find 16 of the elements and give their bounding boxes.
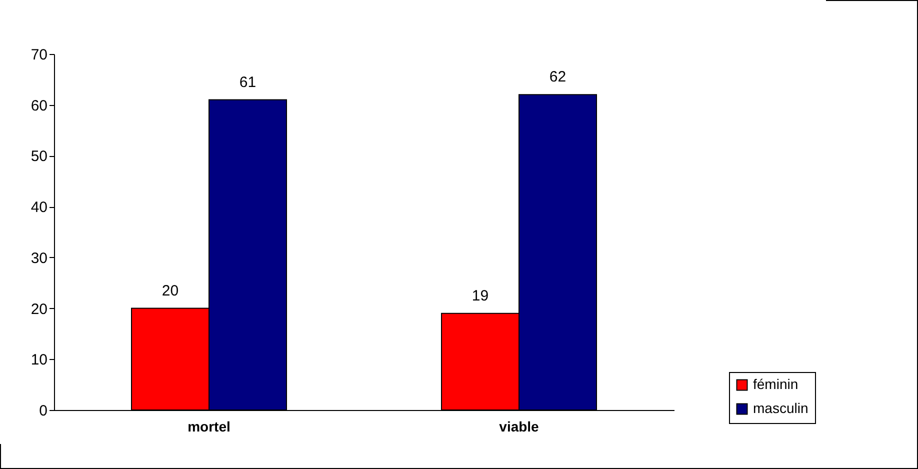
y-tick-label: 10 (30, 352, 48, 369)
legend-label: féminin (753, 376, 798, 392)
y-tick-label: 70 (30, 46, 48, 64)
y-tick-label: 0 (39, 402, 48, 420)
data-label: 62 (549, 68, 566, 86)
legend-label: masculin (753, 400, 808, 416)
x-tick-label: viable (499, 418, 540, 434)
x-tick-label: mortel (188, 418, 230, 434)
y-tick-label: 40 (30, 199, 48, 216)
y-tick-label: 20 (30, 300, 48, 318)
y-tick-label: 30 (30, 250, 48, 267)
y-tick-label: 50 (30, 148, 48, 166)
data-label: 20 (162, 282, 179, 300)
y-tick-label: 60 (30, 97, 48, 114)
data-label: 61 (239, 74, 256, 91)
data-label: 19 (472, 287, 489, 304)
